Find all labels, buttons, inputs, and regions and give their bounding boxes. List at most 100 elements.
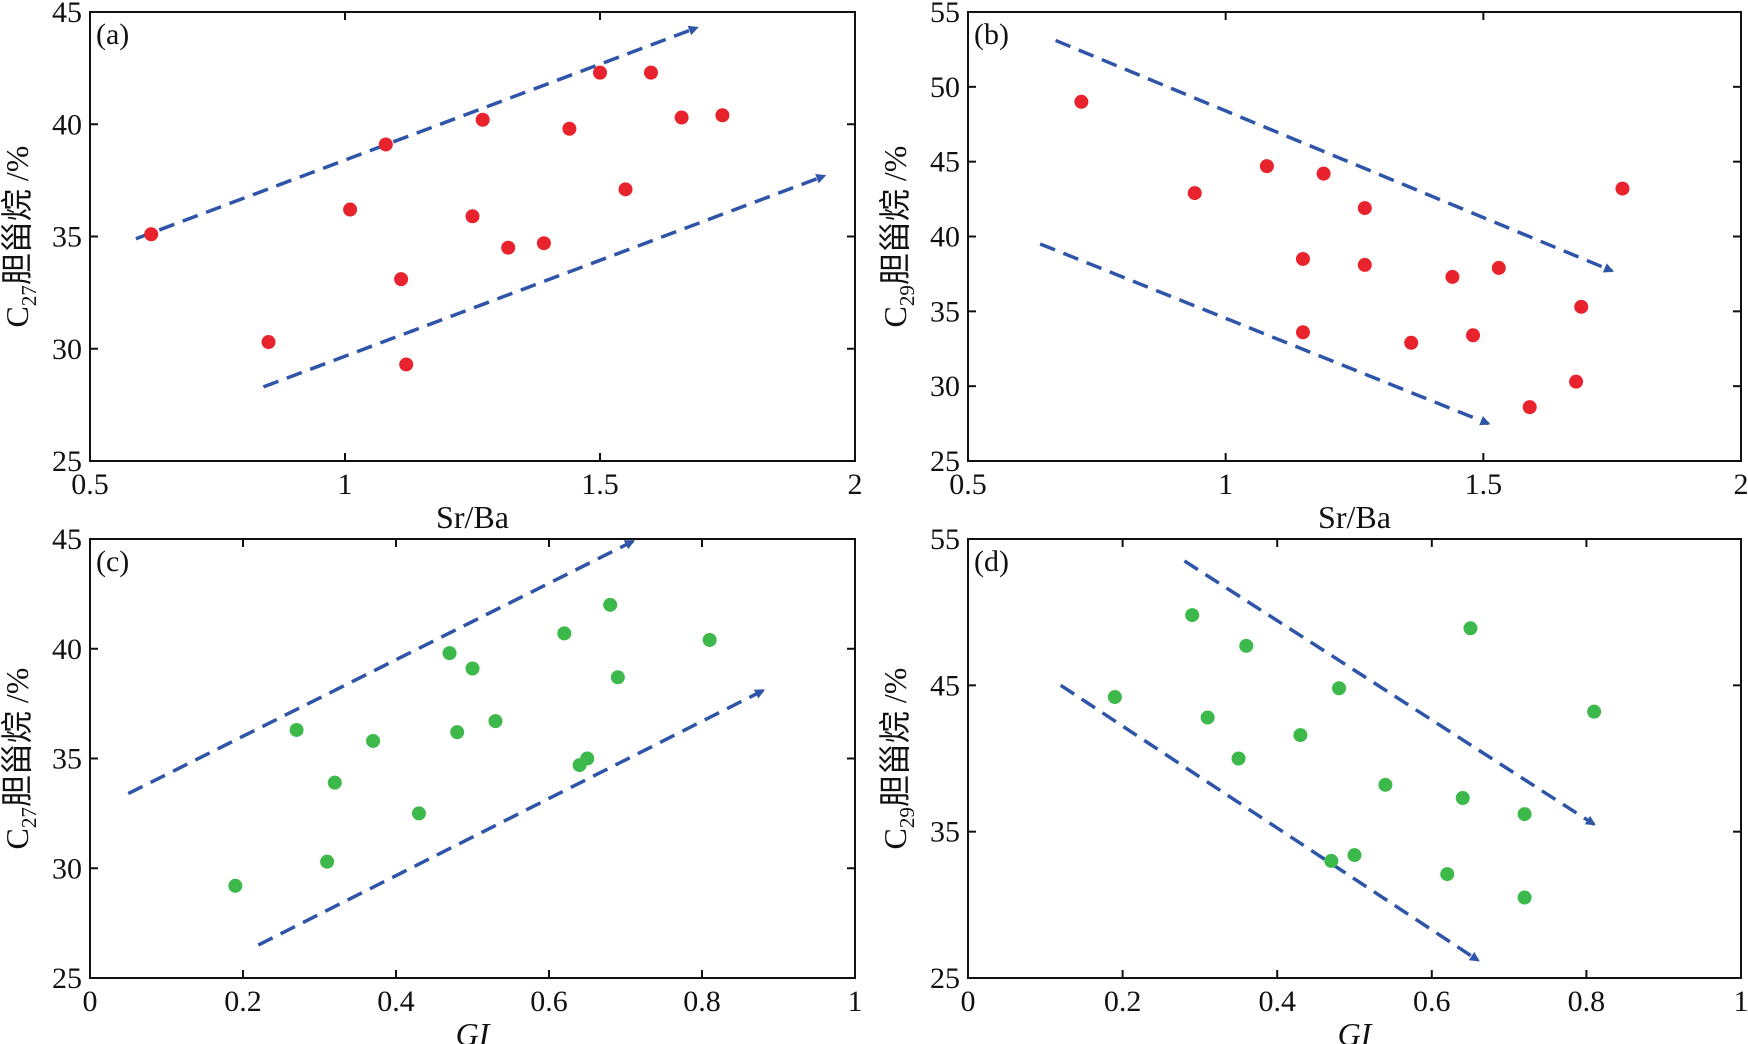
y-tick-label: 35 <box>52 221 82 254</box>
y-tick-label: 30 <box>52 333 82 366</box>
y-label-prefix: C <box>877 306 913 327</box>
x-tick-label: 1.5 <box>581 468 619 501</box>
trend-arrow <box>1039 242 1491 426</box>
data-point <box>1259 159 1274 174</box>
y-tick-label: 45 <box>52 523 82 556</box>
data-point <box>1324 853 1339 868</box>
data-point <box>674 110 689 125</box>
x-tick-label: 0.2 <box>1104 985 1142 1018</box>
y-tick-label: 25 <box>52 445 82 478</box>
data-point <box>1332 681 1347 696</box>
data-point <box>289 722 304 737</box>
y-label-text: 胆甾烷 /% <box>877 146 913 286</box>
panel-b: (b) 0.5 1 1.5 2 25 30 35 40 45 50 55 Sr/Ba C29胆甾烷 /% <box>877 0 1748 535</box>
y-tick-label: 25 <box>930 962 960 995</box>
data-point <box>442 646 457 661</box>
y-tick-label: 30 <box>52 852 82 885</box>
y-tick-label: 55 <box>930 523 960 556</box>
panel-a: (a) 0.5 1 1.5 2 25 30 35 40 45 Sr/Ba C27胆甾烷 /% <box>0 0 863 535</box>
data-point <box>1295 251 1310 266</box>
y-axis-label: C29胆甾烷 /% <box>877 668 919 850</box>
data-point <box>1378 777 1393 792</box>
data-point <box>557 626 572 641</box>
data-point <box>465 661 480 676</box>
panel-tag: (a) <box>96 18 129 51</box>
y-tick-label: 30 <box>930 370 960 403</box>
y-axis-label: C27胆甾烷 /% <box>0 146 41 328</box>
y-label-subscript: 29 <box>895 285 919 306</box>
data-point <box>1293 728 1308 743</box>
y-label-text: 胆甾烷 /% <box>0 146 35 286</box>
data-point <box>399 357 414 372</box>
y-tick-label: 35 <box>930 295 960 328</box>
x-tick-label: 0.4 <box>1258 985 1296 1018</box>
y-tick-label: 40 <box>52 108 82 141</box>
data-point <box>501 240 516 255</box>
data-point <box>1357 257 1372 272</box>
trend-arrow <box>127 539 635 796</box>
x-tick-label: 1.5 <box>1465 468 1503 501</box>
y-tick-label: 45 <box>930 669 960 702</box>
data-point <box>1445 269 1460 284</box>
x-axis-label: Sr/Ba <box>436 499 509 535</box>
y-label-text: 胆甾烷 /% <box>877 668 913 808</box>
y-label-prefix: C <box>877 828 913 849</box>
plot-frame <box>967 11 1742 462</box>
data-point <box>1295 325 1310 340</box>
x-tick-label: 1 <box>848 985 863 1018</box>
panel-tag: (d) <box>974 545 1009 578</box>
trend-arrow <box>1059 683 1480 962</box>
y-tick-label: 45 <box>52 0 82 29</box>
x-tick-label: 0.8 <box>1568 985 1606 1018</box>
data-point <box>1466 328 1481 343</box>
panel-tag: (b) <box>974 18 1009 51</box>
x-tick-label: 0.4 <box>377 985 415 1018</box>
data-point <box>1587 704 1602 719</box>
y-label-subscript: 27 <box>17 285 41 306</box>
data-point <box>1404 335 1419 350</box>
data-point <box>394 272 409 287</box>
data-point <box>1347 848 1362 863</box>
x-tick-label: 0.5 <box>71 468 109 501</box>
x-tick-label: 0.8 <box>683 985 721 1018</box>
data-point <box>1569 374 1584 389</box>
x-tick-label: 0 <box>83 985 98 1018</box>
y-tick-label: 40 <box>930 221 960 254</box>
data-point <box>488 714 503 729</box>
data-point <box>411 806 426 821</box>
x-tick-label: 0.5 <box>949 468 987 501</box>
data-point <box>1357 201 1372 216</box>
x-tick-label: 2 <box>1734 468 1748 501</box>
data-point <box>465 209 480 224</box>
x-tick-label: 0.2 <box>224 985 262 1018</box>
y-label-text: 胆甾烷 /% <box>0 668 35 808</box>
data-point <box>1463 621 1478 636</box>
y-label-subscript: 27 <box>17 807 41 828</box>
y-label-prefix: C <box>0 306 35 327</box>
data-point <box>1517 807 1532 822</box>
data-point <box>1107 690 1122 705</box>
x-tick-label: 1 <box>1218 468 1233 501</box>
data-point <box>1491 260 1506 275</box>
data-point <box>593 65 607 80</box>
y-tick-label: 35 <box>930 816 960 849</box>
y-label-subscript: 29 <box>895 807 919 828</box>
data-point <box>144 227 159 242</box>
data-point <box>618 182 633 197</box>
data-point <box>1455 791 1470 806</box>
trend-arrow <box>135 25 699 241</box>
y-axis-label: C27胆甾烷 /% <box>0 668 41 850</box>
data-point <box>1185 608 1200 623</box>
data-point <box>1615 181 1630 196</box>
data-point <box>1239 638 1254 653</box>
plot-frame <box>89 11 856 462</box>
data-point <box>1440 867 1455 882</box>
trend-arrow <box>1054 38 1615 273</box>
data-point <box>228 878 243 893</box>
data-point <box>1517 890 1532 905</box>
data-point <box>580 751 595 766</box>
data-point <box>320 854 335 869</box>
data-point <box>1231 751 1246 766</box>
data-point <box>562 121 577 136</box>
